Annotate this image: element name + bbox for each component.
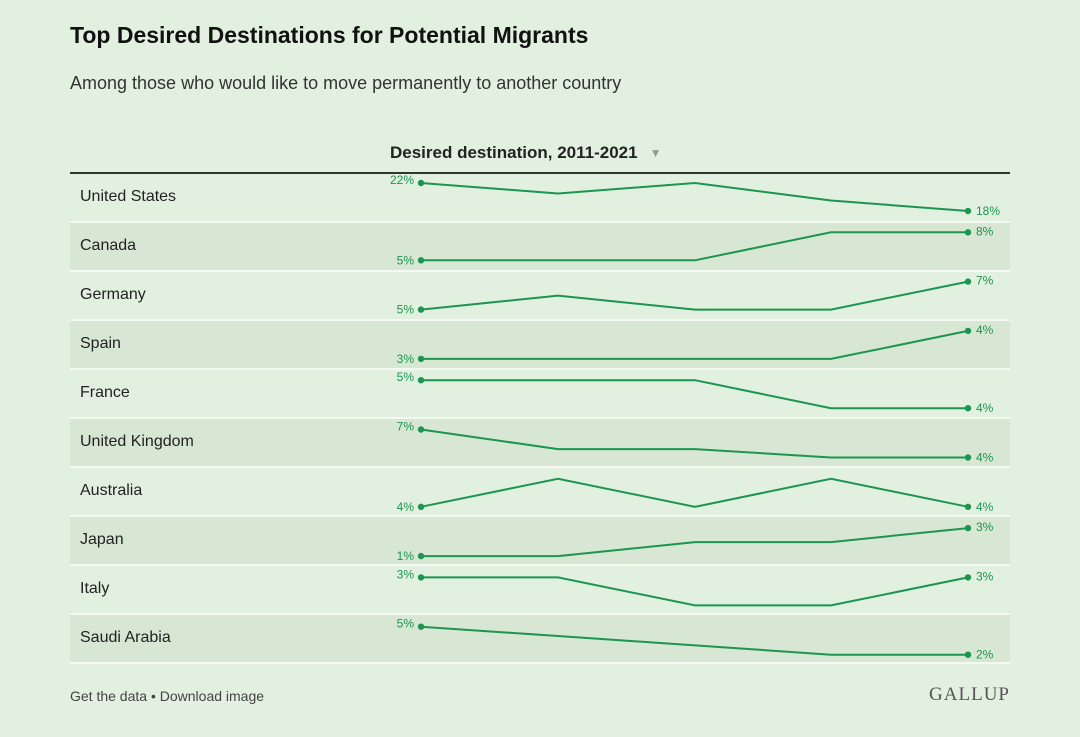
start-value-label: 3% — [397, 567, 415, 581]
row-label: Germany — [80, 286, 146, 303]
row-label: United States — [80, 188, 177, 205]
series-line — [420, 428, 968, 459]
series-group: 4% 4% — [397, 477, 994, 514]
sparkline-chart: 22% 18% 5% 8% 5% 7% 3% 4% 5% 4% 7% 4% 4% 4% 1% 3% 3% 3% 5%… — [390, 174, 1000, 662]
column-header: Desired destination, 2011-2021 ▼ — [70, 140, 1010, 174]
series-line — [421, 379, 968, 410]
table-row: Saudi Arabia — [70, 615, 1010, 664]
start-point[interactable] — [417, 257, 425, 264]
table-row: United States — [70, 174, 1010, 223]
start-point[interactable] — [417, 574, 425, 581]
row-label: Italy — [80, 580, 110, 597]
start-value-label: 5% — [397, 617, 415, 631]
series-group: 1% 3% — [397, 520, 994, 563]
row-label: United Kingdom — [80, 433, 194, 450]
series-group: 7% 4% — [397, 420, 994, 465]
table-row: Australia — [70, 468, 1010, 517]
start-value-label: 7% — [397, 420, 415, 434]
series-line — [421, 527, 969, 558]
series-line — [420, 477, 969, 508]
end-point[interactable] — [964, 207, 972, 215]
start-value-label: 5% — [397, 303, 415, 317]
series-line — [420, 625, 968, 656]
start-value-label: 3% — [397, 352, 415, 366]
start-value-label: 5% — [397, 370, 415, 384]
series-group: 5% 8% — [397, 224, 994, 267]
end-value-label: 4% — [976, 401, 994, 415]
end-value-label: 4% — [976, 500, 994, 514]
end-value-label: 4% — [976, 323, 994, 337]
end-point[interactable] — [964, 524, 972, 532]
end-value-label: 4% — [976, 451, 994, 465]
table-row: Italy — [70, 566, 1010, 615]
start-point[interactable] — [417, 179, 425, 187]
start-point[interactable] — [417, 306, 425, 313]
end-point[interactable] — [964, 651, 972, 658]
start-point[interactable] — [417, 552, 425, 560]
end-value-label: 3% — [976, 569, 994, 583]
column-header-label-group[interactable]: Desired destination, 2011-2021 ▼ — [390, 143, 661, 163]
end-point[interactable] — [964, 405, 972, 412]
start-value-label: 1% — [397, 549, 415, 563]
sort-arrow-icon[interactable]: ▼ — [649, 146, 662, 160]
series-group: 5% 7% — [397, 274, 994, 317]
download-image-link[interactable]: Download image — [159, 688, 265, 704]
end-value-label: 3% — [976, 520, 994, 534]
gallup-logo: GALLUP — [929, 684, 1010, 705]
start-point[interactable] — [417, 355, 425, 363]
end-point[interactable] — [964, 503, 972, 510]
series-group: 5% 2% — [397, 617, 994, 662]
table-row: France — [70, 370, 1010, 419]
start-value-label: 4% — [397, 500, 415, 514]
start-value-label: 5% — [397, 253, 415, 267]
footer-links: Get the data • Download image — [70, 688, 264, 704]
end-value-label: 8% — [976, 224, 994, 238]
series-line — [421, 231, 968, 262]
table-row: United Kingdom — [70, 419, 1010, 468]
table-row: Japan — [70, 517, 1010, 566]
start-point[interactable] — [417, 623, 425, 630]
table-row: Spain — [70, 321, 1010, 370]
end-point[interactable] — [964, 574, 972, 581]
series-line — [420, 181, 969, 212]
series-group: 3% 3% — [397, 567, 994, 607]
start-value-label: 22% — [390, 174, 414, 187]
start-point[interactable] — [417, 377, 425, 384]
series-group: 5% 4% — [397, 370, 994, 415]
row-label: Japan — [80, 531, 124, 548]
end-value-label: 2% — [976, 648, 994, 662]
table-row: Germany — [70, 272, 1010, 321]
end-value-label: 18% — [976, 204, 1000, 218]
row-label: Australia — [80, 482, 143, 499]
end-point[interactable] — [964, 229, 972, 236]
row-label: Canada — [80, 237, 137, 254]
end-value-label: 7% — [976, 274, 994, 288]
start-point[interactable] — [417, 426, 425, 433]
series-line — [421, 576, 969, 607]
start-point[interactable] — [417, 503, 425, 510]
end-point[interactable] — [964, 327, 972, 335]
row-label: France — [80, 384, 130, 401]
get-data-link[interactable]: Get the data — [70, 688, 148, 704]
chart-title: Top Desired Destinations for Potential M… — [70, 22, 589, 48]
row-label: Saudi Arabia — [80, 629, 171, 646]
row-label: Spain — [80, 335, 121, 352]
footer-separator: • — [147, 688, 160, 704]
chart-rows: United States Canada Germany Spain France Uni… — [70, 174, 1010, 664]
table-row: Canada — [70, 223, 1010, 272]
series-group: 3% 4% — [397, 323, 994, 366]
end-point[interactable] — [964, 454, 972, 461]
series-line — [421, 329, 969, 360]
column-header-label[interactable]: Desired destination, 2011-2021 — [390, 143, 638, 162]
series-line — [420, 280, 969, 311]
chart-subtitle: Among those who would like to move perma… — [70, 73, 622, 93]
end-point[interactable] — [964, 278, 972, 285]
series-group: 22% 18% — [390, 174, 1000, 218]
